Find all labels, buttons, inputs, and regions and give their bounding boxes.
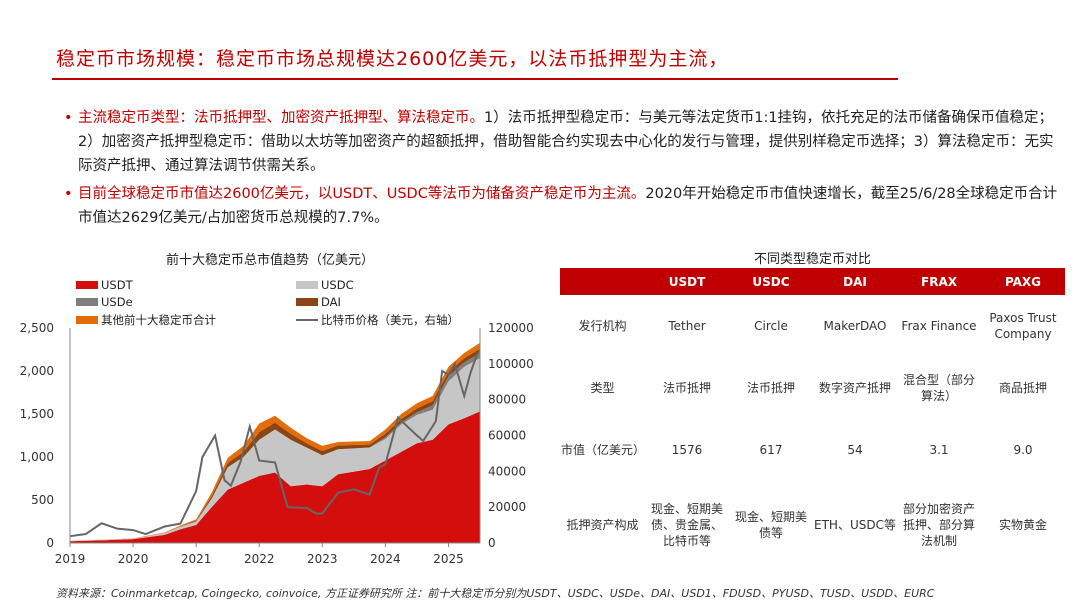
table-row: 抵押资产构成 现金、短期美债、贵金属、比特币等 现金、短期美债等 ETH、USDC等部… xyxy=(560,481,1065,569)
bullet-item: • 主流稳定币类型：法币抵押型、加密资产抵押型、算法稳定币。1）法币抵押型稳定币：… xyxy=(64,106,1064,178)
table-cell: 现金、短期美债、贵金属、比特币等 xyxy=(650,502,723,548)
legend-label: USDC xyxy=(321,278,354,292)
table-cell: 数字资产抵押 xyxy=(818,381,891,395)
legend-label: DAI xyxy=(321,295,341,309)
table-row: 类型 法币抵押 法币抵押 数字资产抵押 混合型（部分算法） 商品抵押 xyxy=(560,357,1065,419)
row-header: 类型 xyxy=(590,381,615,395)
legend-swatch xyxy=(296,298,318,306)
column-header: USDT xyxy=(645,268,729,295)
legend-dai: DAI xyxy=(296,295,341,309)
column-header: PAXG xyxy=(981,268,1065,295)
table-cell: 9.0 xyxy=(1013,443,1033,457)
y2-tick-label: 0 xyxy=(488,536,496,550)
title-divider xyxy=(52,78,898,80)
table-cell: 商品抵押 xyxy=(998,381,1047,395)
row-header: 市值（亿美元） xyxy=(561,443,646,457)
btc-price-line xyxy=(69,350,481,538)
legend-usdt: USDT xyxy=(76,278,133,292)
table-cell: 法币抵押 xyxy=(662,381,711,395)
bullet-dot-icon: • xyxy=(64,110,73,126)
x-tick-label: 2019 xyxy=(55,552,86,566)
x-tick-label: 2024 xyxy=(370,552,401,566)
row-header: 抵押资产构成 xyxy=(566,518,639,532)
legend-swatch xyxy=(296,281,318,289)
bullet-text: 1）法币抵押型稳定币：与美元等法定货币1:1挂钩，依托充足的法币储备确保币值稳定… xyxy=(78,110,1054,174)
table-cell: 现金、短期美债等 xyxy=(734,510,807,540)
column-header: USDC xyxy=(729,268,813,295)
bullet-highlight: 目前全球稳定币市值达2600亿美元，以USDT、USDC等法币为储备资产稳定币为… xyxy=(78,186,646,202)
column-header: DAI xyxy=(813,268,897,295)
source-note: 资料来源：Coinmarketcap, Coingecko, coinvoice… xyxy=(56,587,935,600)
table-header-row: USDT USDC DAI FRAX PAXG xyxy=(560,268,1065,295)
x-tick-label: 2025 xyxy=(433,552,464,566)
bullet-item: • 目前全球稳定币市值达2600亿美元，以USDT、USDC等法币为储备资产稳定币… xyxy=(64,182,1064,230)
legend-swatch xyxy=(76,281,98,289)
bullet-highlight: 主流稳定币类型：法币抵押型、加密资产抵押型、算法稳定币。 xyxy=(78,110,484,126)
table-cell: 部分加密资产抵押、部分算法机制 xyxy=(902,502,975,548)
y2-tick-label: 60000 xyxy=(488,429,526,443)
table-cell: 1576 xyxy=(671,443,703,457)
table-cell: 法币抵押 xyxy=(746,381,795,395)
y-tick-label: 1,000 xyxy=(20,450,54,464)
column-header: FRAX xyxy=(897,268,981,295)
legend-label: 其他前十大稳定币合计 xyxy=(101,313,216,327)
table-cell: Circle xyxy=(754,319,788,333)
area-usdc xyxy=(70,358,480,542)
comparison-table: USDT USDC DAI FRAX PAXG 发行机构 Tether Circle… xyxy=(560,268,1065,569)
table-cell: 实物黄金 xyxy=(998,518,1047,532)
bullet-list: • 主流稳定币类型：法币抵押型、加密资产抵押型、算法稳定币。1）法币抵押型稳定币：… xyxy=(64,106,1064,234)
bullet-dot-icon: • xyxy=(64,186,73,202)
y2-tick-label: 100000 xyxy=(488,357,534,371)
x-tick-label: 2020 xyxy=(118,552,149,566)
y-tick-label: 0 xyxy=(46,536,54,550)
row-header: 发行机构 xyxy=(578,319,627,333)
table-cell: 3.1 xyxy=(929,443,949,457)
column-header xyxy=(560,268,645,295)
x-tick-label: 2022 xyxy=(244,552,275,566)
y2-tick-label: 80000 xyxy=(488,393,526,407)
area-usdt xyxy=(70,411,480,543)
chart-title: 前十大稳定币总市值趋势（亿美元） xyxy=(165,253,374,268)
table-cell: MakerDAO xyxy=(823,319,887,333)
legend-label: USDe xyxy=(101,295,133,309)
y-tick-label: 500 xyxy=(31,493,54,507)
legend-swatch xyxy=(76,298,98,306)
table-row: 市值（亿美元） 1576 617 54 3.1 9.0 xyxy=(560,419,1065,481)
table-cell: 54 xyxy=(847,443,863,457)
table-row: 发行机构 Tether Circle MakerDAO Frax Finance Paxo… xyxy=(560,295,1065,357)
y-tick-label: 2,000 xyxy=(20,364,54,378)
x-tick-label: 2023 xyxy=(307,552,338,566)
table-cell: 617 xyxy=(759,443,783,457)
y2-tick-label: 40000 xyxy=(488,464,526,478)
legend-btc: 比特币价格（美元，右轴） xyxy=(296,312,459,328)
legend-usdc: USDC xyxy=(296,278,354,292)
x-tick-label: 2021 xyxy=(181,552,212,566)
legend-others: 其他前十大稳定币合计 xyxy=(76,312,216,328)
stablecoin-chart: 0 500 1,000 1,500 2,000 2,500 0 20000 40000 60000… xyxy=(20,321,534,566)
page-title: 稳定币市场规模：稳定币市场总规模达2600亿美元，以法币抵押型为主流， xyxy=(56,48,729,70)
table-cell: Paxos Trust Company xyxy=(989,311,1057,341)
y2-tick-label: 120000 xyxy=(488,321,534,335)
y-tick-label: 2,500 xyxy=(20,321,54,335)
bullet-text: 2020年开始稳定币市值快速增长，截至25/6/28全球稳定币合计市值达2629… xyxy=(78,186,1058,226)
table-cell: ETH、USDC等 xyxy=(814,518,896,532)
table-cell: Frax Finance xyxy=(901,319,977,333)
y2-tick-label: 20000 xyxy=(488,500,526,514)
table-title: 不同类型稳定币对比 xyxy=(753,252,871,267)
legend-line xyxy=(296,319,318,321)
y-tick-label: 1,500 xyxy=(20,407,54,421)
legend-swatch xyxy=(76,316,98,324)
table-cell: Tether xyxy=(668,319,706,333)
legend-label: USDT xyxy=(101,278,133,292)
table-cell: 混合型（部分算法） xyxy=(902,373,975,403)
legend-label: 比特币价格（美元，右轴） xyxy=(321,313,459,327)
legend-usde: USDe xyxy=(76,295,133,309)
